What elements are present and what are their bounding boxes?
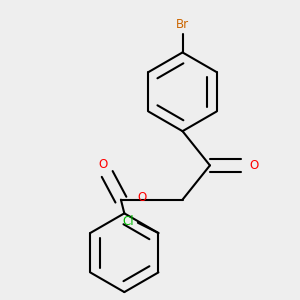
Text: Br: Br bbox=[176, 18, 189, 31]
Text: O: O bbox=[98, 158, 108, 170]
Text: O: O bbox=[137, 191, 147, 204]
Text: O: O bbox=[249, 159, 259, 172]
Text: Cl: Cl bbox=[123, 214, 134, 227]
